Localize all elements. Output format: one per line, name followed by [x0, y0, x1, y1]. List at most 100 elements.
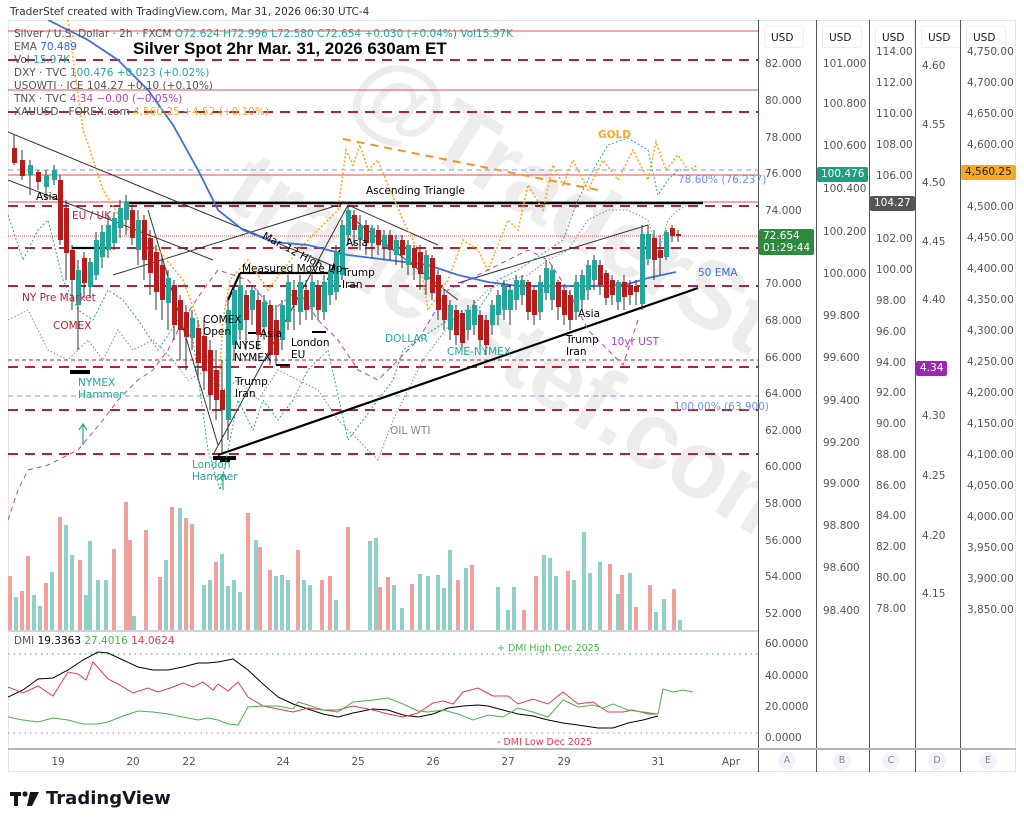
axis-d-tnx[interactable]: USD 4.60 4.55 4.50 4.45 4.40 4.30 4.25 4…: [915, 20, 961, 772]
axis-b-tick: 98.600: [823, 562, 860, 574]
axis-d-tick: 4.20: [922, 530, 946, 542]
axis-b-tick: 100.400: [823, 183, 867, 195]
axis-c-unit[interactable]: USD: [875, 26, 915, 48]
dmi-chart-canvas: [8, 651, 758, 734]
legend-xau-row[interactable]: XAUUSD · FOREX.com 4,560.25 +4.52 (+0.10…: [14, 106, 513, 119]
x-label-19: 19: [51, 756, 65, 768]
xau-label: XAUUSD · FOREX.com: [14, 106, 130, 118]
axis-a-silver[interactable]: USD 82.000 80.000 78.000 76.000 74.000 7…: [758, 20, 816, 772]
axis-a-tick: 66.000: [765, 352, 802, 364]
axis-b-tick: 100.000: [823, 268, 867, 280]
legend-symbol-row[interactable]: Silver / U.S. Dollar · 2h · FXCM O72.624…: [14, 28, 513, 41]
axis-e-tick: 4,200.00: [967, 387, 1014, 399]
annotation-ascending-triangle: Ascending Triangle: [366, 185, 466, 197]
axis-a-tick: 76.000: [765, 168, 802, 180]
axis-e-tick: 4,600.00: [967, 139, 1014, 151]
dmi-pane[interactable]: [8, 630, 758, 750]
fib-levels: [8, 169, 758, 397]
current-price-badge: 72.654 01:29:44: [759, 229, 815, 255]
dxy-change: +0.023 (+0.02%): [116, 67, 210, 79]
dxy-label: DXY · TVC: [14, 67, 67, 79]
xau-change: +4.52 (+0.10%): [183, 106, 270, 118]
tnx-overlay-line: [8, 249, 639, 521]
axis-c-tick: 80.00: [876, 572, 907, 584]
axis-c-tick: 86.00: [876, 480, 907, 492]
axis-a-tick: 56.000: [765, 535, 802, 547]
pane-letter-c[interactable]: C: [882, 752, 900, 770]
axis-d-tick: 4.55: [922, 119, 946, 131]
axis-b-dxy[interactable]: USD 101.000 100.800 100.600 100.400 100.…: [816, 20, 869, 772]
axis-d-tick: 4.50: [922, 177, 946, 189]
annotation-dollar: DOLLAR: [385, 333, 428, 345]
axis-b-tick: 100.800: [823, 98, 867, 110]
axis-c-tick: 78.00: [876, 603, 907, 615]
annotation-comex-open: COMEX Open: [203, 314, 242, 338]
ema50-line: [47, 20, 677, 287]
dmi-axis-tick: 40.0000: [765, 670, 809, 682]
axis-e-tick: 4,400.00: [967, 263, 1014, 275]
axis-b-tick: 99.800: [823, 310, 860, 322]
wti-change: +0.10 (+0.10%): [127, 80, 213, 92]
dmi-adx-value: 19.3363: [37, 635, 82, 647]
tradingview-logo[interactable]: TradingView: [10, 788, 171, 809]
x-label-27: 27: [501, 756, 515, 768]
axis-c-tick: 88.00: [876, 449, 907, 461]
axis-a-tick: 52.000: [765, 608, 802, 620]
axis-a-tick: 60.000: [765, 461, 802, 473]
annotation-dmi-low: - DMI Low Dec 2025: [497, 737, 593, 748]
axis-e-gold[interactable]: USD 4,750.00 4,700.00 4,650.00 4,600.00 …: [960, 20, 1016, 772]
axis-e-tick: 4,350.00: [967, 294, 1014, 306]
ohlc-high: H72.996: [223, 28, 268, 40]
axis-b-tick: 99.600: [823, 352, 860, 364]
axis-a-tick: 64.000: [765, 388, 802, 400]
time-axis[interactable]: 19 20 22 24 25 26 27 29 31 Apr: [8, 748, 758, 774]
wti-price-badge: 104.27: [870, 196, 915, 211]
annotation-nymex-hammer: NYMEX Hammer: [78, 377, 124, 401]
legend-ema-row[interactable]: EMA 70.489: [14, 41, 513, 54]
adx-line: [8, 651, 659, 729]
dmi-axis-tick: 60.0000: [765, 638, 809, 650]
tnx-label: TNX · TVC: [14, 93, 67, 105]
axis-b-tick: 98.400: [823, 605, 860, 617]
annotation-10yr-ust: 10yr UST: [611, 336, 659, 348]
legend-tnx-row[interactable]: TNX · TVC 4.34 −0.00 (−0.05%): [14, 93, 513, 106]
axis-e-unit[interactable]: USD: [966, 26, 1006, 48]
dxy-overlay-line: [8, 137, 688, 491]
axis-c-tick: 96.00: [876, 326, 907, 338]
pane-letter-a[interactable]: A: [778, 752, 796, 770]
x-label-24: 24: [276, 756, 290, 768]
legend-vol-row[interactable]: Vol 15.97K: [14, 54, 513, 67]
indicator-legend: Silver / U.S. Dollar · 2h · FXCM O72.624…: [14, 28, 513, 119]
tradingview-logo-icon: [10, 790, 39, 806]
axis-d-unit[interactable]: USD: [921, 26, 961, 48]
dxy-price-badge: 100.476: [817, 167, 869, 182]
dashed-levels: [8, 59, 758, 455]
pane-letter-e[interactable]: E: [979, 752, 997, 770]
axis-e-tick: 4,300.00: [967, 325, 1014, 337]
axis-b-tick: 99.200: [823, 437, 860, 449]
annotation-fib-786: 78.60% (76.237): [678, 174, 767, 186]
axis-c-tick: 84.00: [876, 510, 907, 522]
axis-b-unit[interactable]: USD: [822, 26, 862, 48]
pane-letter-b[interactable]: B: [833, 752, 851, 770]
tnx-price-badge: 4.34: [916, 361, 948, 376]
axis-c-wti[interactable]: USD 114.00 112.00 110.00 108.00 106.00 1…: [869, 20, 915, 772]
legend-dxy-row[interactable]: DXY · TVC 100.476 +0.023 (+0.02%): [14, 67, 513, 80]
x-label-apr: Apr: [721, 756, 741, 768]
axis-a-unit[interactable]: USD: [764, 26, 804, 48]
dmi-label: DMI: [14, 635, 35, 647]
legend-wti-row[interactable]: USOWTI · ICE 104.27 +0.10 (+0.10%): [14, 80, 513, 93]
axis-d-tick: 4.25: [922, 470, 946, 482]
annotation-50-ema: 50 EMA: [698, 267, 738, 279]
pane-letter-d[interactable]: D: [928, 752, 946, 770]
axis-a-tick: 80.000: [765, 95, 802, 107]
axis-c-tick: 106.00: [876, 170, 913, 182]
axis-e-tick: 4,750.00: [967, 46, 1014, 58]
axis-b-tick: 101.000: [823, 58, 867, 70]
main-price-pane[interactable]: @TraderStef traderstef.com: [8, 20, 758, 630]
axis-d-tick: 4.30: [922, 410, 946, 422]
axis-e-tick: 4,650.00: [967, 108, 1014, 120]
axis-a-tick: 54.000: [765, 571, 802, 583]
axis-c-tick: 114.00: [876, 46, 913, 58]
dmi-legend[interactable]: DMI 19.3363 27.4016 14.0624: [14, 635, 175, 647]
